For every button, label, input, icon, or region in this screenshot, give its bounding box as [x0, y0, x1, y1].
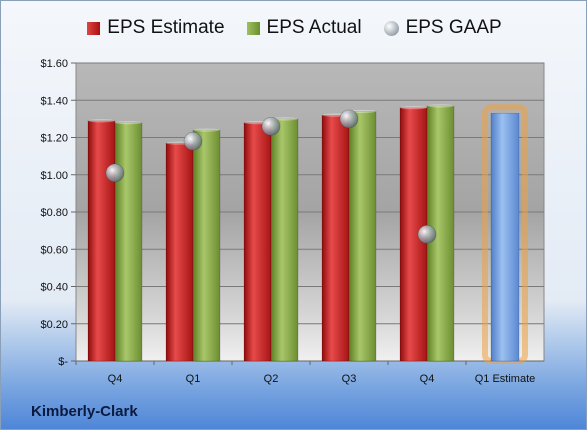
eps-estimate-bar [243, 122, 272, 362]
eps-actual-bar [426, 105, 455, 362]
y-tick-label: $0.40 [40, 282, 68, 294]
eps-actual-bar [270, 118, 299, 362]
eps-gaap-point [105, 163, 125, 183]
bar-cap [115, 121, 142, 125]
y-tick-label: $- [58, 356, 68, 368]
x-tick-label: Q2 [264, 373, 279, 385]
eps-gaap-point [339, 109, 359, 129]
y-tick-label: $0.80 [40, 207, 68, 219]
x-tick-label: Q4 [420, 373, 435, 385]
eps-forecast-bar [490, 112, 520, 362]
eps-gaap-point [261, 117, 281, 136]
eps-actual-bar [114, 122, 143, 362]
legend: EPS Estimate EPS Actual EPS GAAP [1, 17, 587, 39]
bar-cap [88, 119, 115, 123]
eps-estimate-bar [321, 114, 350, 362]
eps-estimate-bar [165, 142, 194, 362]
y-tick-label: $1.40 [40, 95, 68, 107]
eps-gaap-point [417, 225, 437, 244]
eps-gaap-point [183, 131, 203, 151]
eps-estimate-swatch [87, 21, 101, 35]
x-tick-label: Q1 [186, 373, 201, 385]
eps-actual-bar [348, 111, 377, 362]
bar-cap [271, 117, 298, 121]
x-tick-label: Q3 [342, 373, 357, 385]
legend-eps-actual: EPS Actual [246, 17, 362, 39]
y-tick-label: $0.60 [40, 244, 68, 256]
legend-eps-estimate-label: EPS Estimate [107, 17, 225, 38]
legend-eps-gaap-label: EPS GAAP [405, 17, 502, 38]
bar-cap [400, 106, 427, 110]
eps-estimate-bar [87, 120, 116, 362]
x-tick-label: Q1 Estimate [475, 373, 536, 385]
x-tick-label: Q4 [108, 373, 123, 385]
y-tick-label: $1.00 [40, 170, 68, 182]
bar-cap [349, 109, 376, 114]
eps-actual-swatch [246, 21, 260, 35]
company-name: Kimberly-Clark [31, 403, 138, 420]
bar-cap [427, 104, 454, 108]
y-tick-label: $1.60 [40, 58, 68, 70]
y-tick-label: $1.20 [40, 133, 68, 145]
eps-actual-bar [192, 129, 221, 362]
eps-gaap-swatch [383, 20, 399, 36]
bar-cap [193, 128, 220, 132]
legend-eps-actual-label: EPS Actual [266, 17, 362, 38]
legend-eps-gaap: EPS GAAP [383, 17, 502, 39]
y-tick-label: $0.20 [40, 319, 68, 331]
legend-eps-estimate: EPS Estimate [87, 17, 225, 39]
